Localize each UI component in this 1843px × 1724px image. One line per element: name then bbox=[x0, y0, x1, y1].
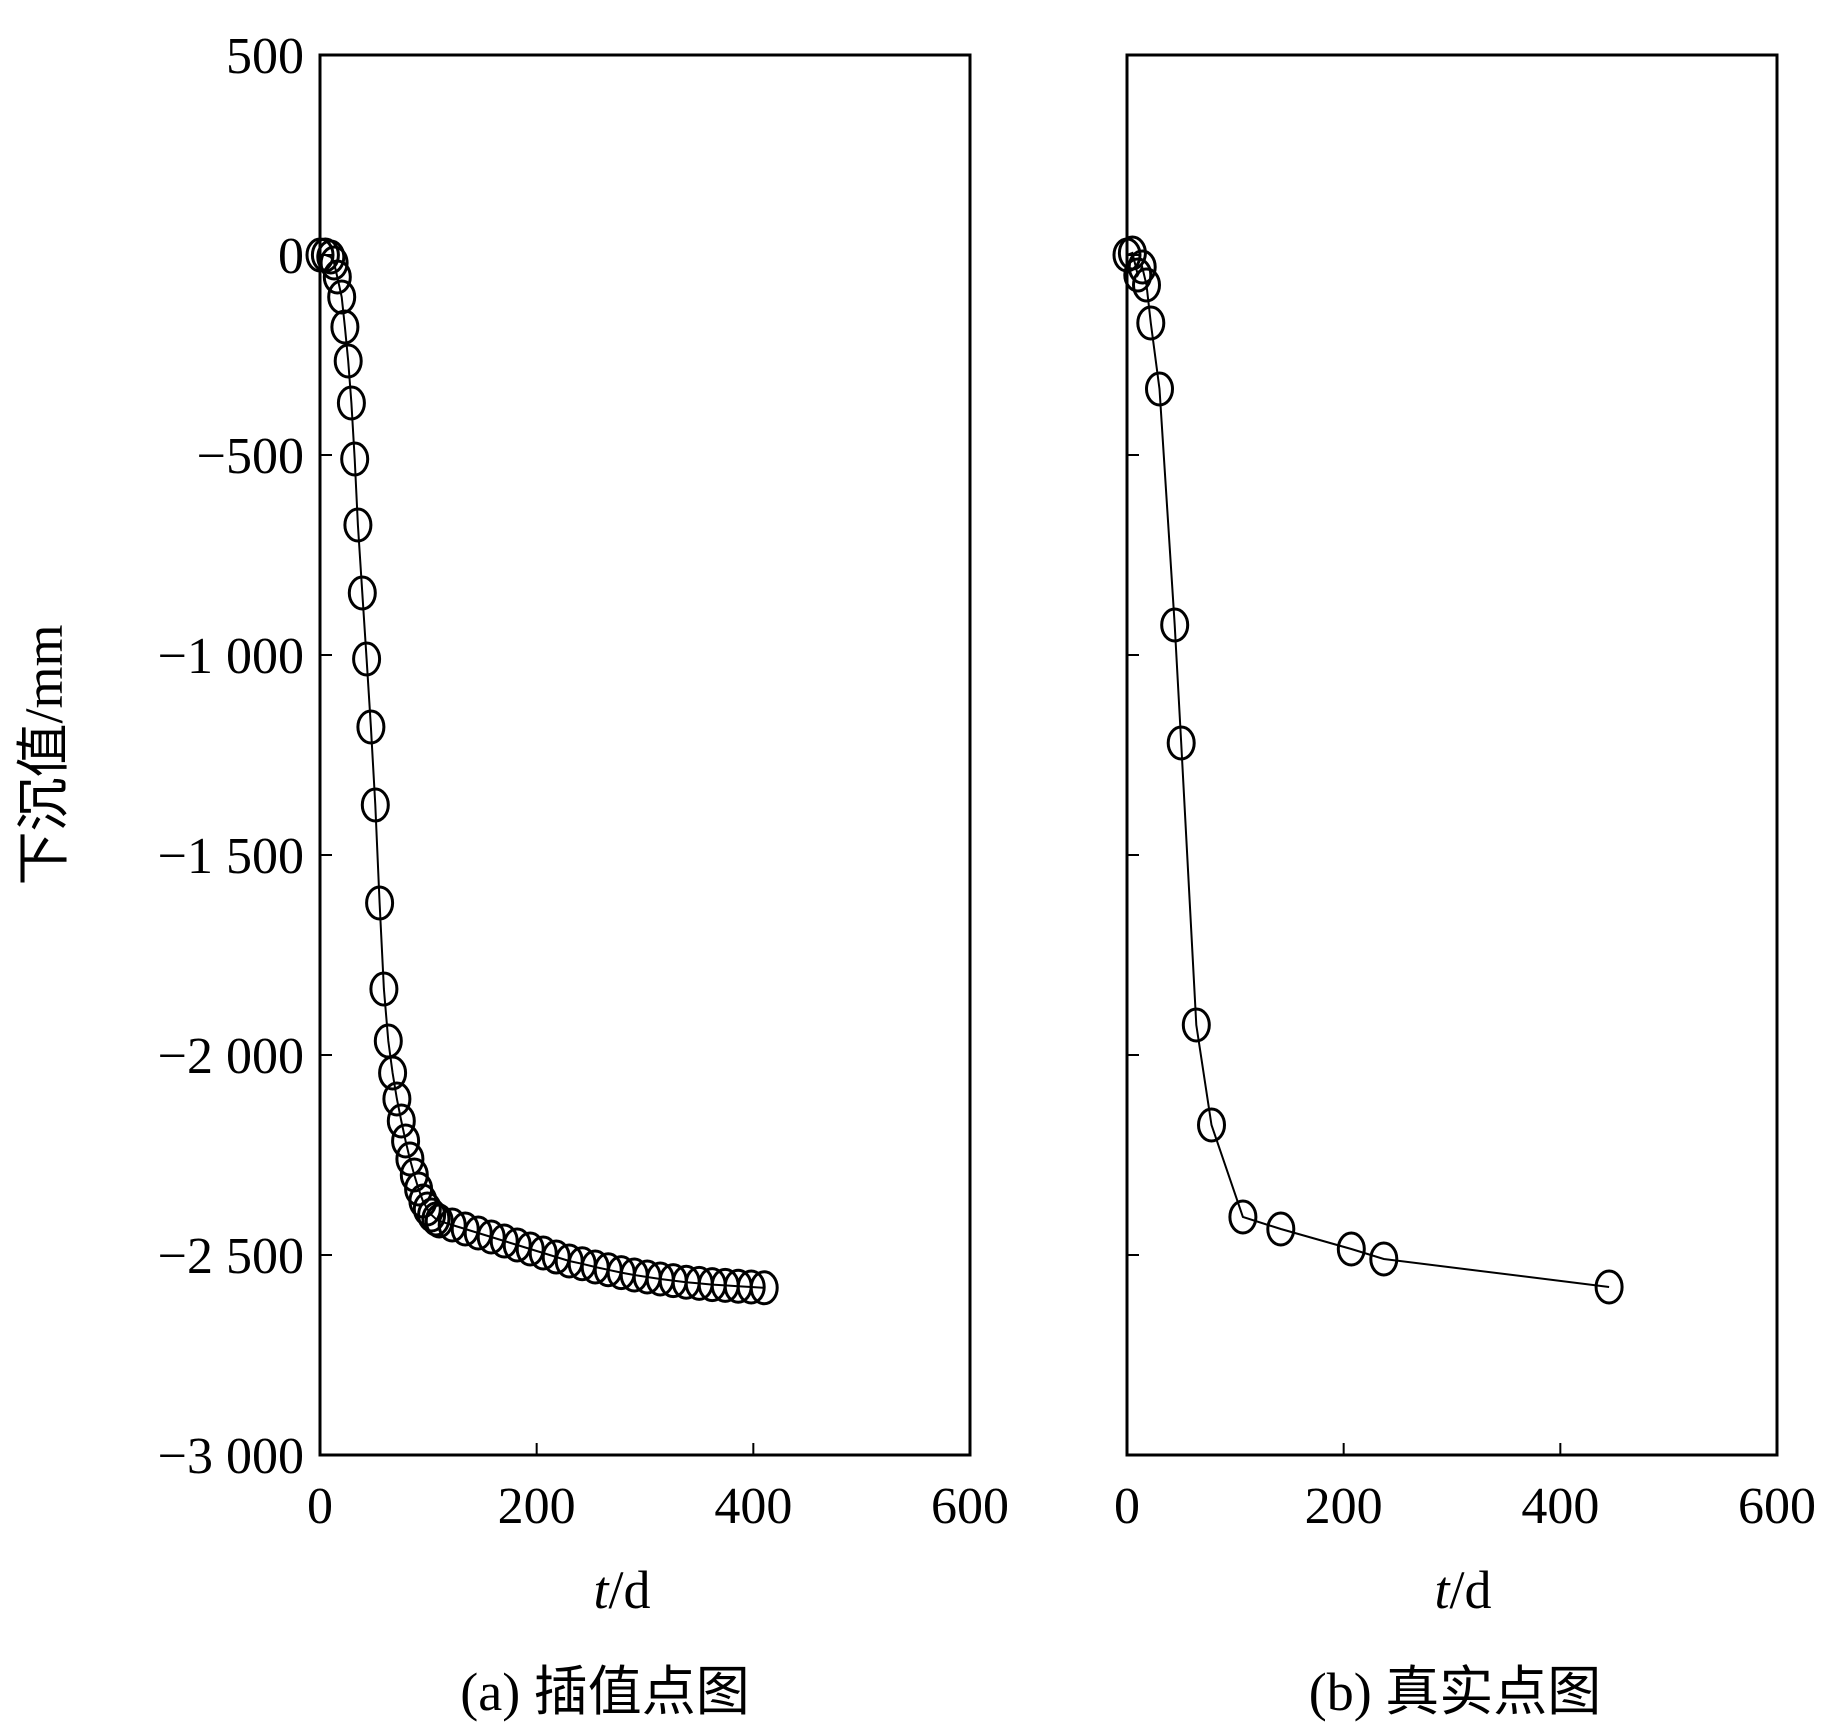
panel-a-interpolated: 下沉值/mm 500 0 −500 −1 000 −1 500 −2 000 −2 500 −… bbox=[14, 28, 1009, 1722]
data-point bbox=[1266, 1211, 1296, 1247]
data-point bbox=[316, 239, 346, 275]
data-point bbox=[369, 971, 399, 1007]
data-point bbox=[322, 259, 352, 295]
y-tick-label: −500 bbox=[197, 428, 304, 485]
data-point bbox=[356, 709, 386, 745]
data-point bbox=[1594, 1269, 1624, 1305]
tick-marks bbox=[1126, 54, 1778, 1456]
x-tick-label: 600 bbox=[931, 1478, 1009, 1535]
plot-frame bbox=[318, 53, 972, 1457]
data-point bbox=[1336, 1231, 1366, 1267]
data-point bbox=[333, 343, 363, 379]
x-axis-unit: /d bbox=[609, 1560, 651, 1620]
data-point bbox=[489, 1223, 519, 1259]
x-axis-unit: /d bbox=[1450, 1560, 1492, 1620]
y-tick-label: 0 bbox=[278, 228, 304, 285]
data-point bbox=[343, 507, 373, 543]
data-point bbox=[1197, 1107, 1226, 1143]
y-tick-label: 500 bbox=[226, 28, 304, 85]
data-point bbox=[736, 1269, 766, 1305]
y-tick-label: −1 500 bbox=[158, 828, 304, 885]
x-tick-label: 0 bbox=[307, 1478, 333, 1535]
data-point bbox=[365, 885, 395, 921]
data-point bbox=[1132, 267, 1161, 303]
data-point bbox=[382, 1081, 412, 1117]
data-point bbox=[424, 1203, 454, 1239]
data-point bbox=[1123, 257, 1153, 293]
x-tick-label: 200 bbox=[1305, 1478, 1383, 1535]
data-point bbox=[360, 787, 390, 823]
x-axis-label: t/d bbox=[1434, 1560, 1491, 1620]
data-point bbox=[1136, 305, 1166, 341]
x-tick-label: 600 bbox=[1738, 1478, 1816, 1535]
data-point bbox=[340, 441, 370, 477]
data-point bbox=[1181, 1007, 1211, 1043]
plot-frame bbox=[1125, 53, 1779, 1457]
data-point bbox=[528, 1235, 558, 1271]
y-tick-label: −1 000 bbox=[158, 628, 304, 685]
x-tick-labels: 0 200 400 600 bbox=[307, 1478, 1009, 1535]
x-tick-label: 400 bbox=[714, 1478, 792, 1535]
x-axis-variable: t bbox=[1434, 1560, 1451, 1620]
x-axis-label: t/d bbox=[593, 1560, 650, 1620]
data-point bbox=[463, 1215, 493, 1251]
data-point bbox=[391, 1123, 421, 1159]
data-point bbox=[347, 575, 377, 611]
x-tick-label: 400 bbox=[1521, 1478, 1599, 1535]
x-tick-labels: 0 200 400 600 bbox=[1114, 1478, 1816, 1535]
data-point bbox=[378, 1055, 408, 1091]
data-point bbox=[336, 385, 366, 421]
y-tick-label: −3 000 bbox=[158, 1428, 304, 1485]
x-tick-label: 200 bbox=[498, 1478, 576, 1535]
data-point bbox=[1369, 1241, 1399, 1277]
data-point bbox=[330, 309, 360, 345]
tick-marks bbox=[319, 54, 971, 1456]
data-point bbox=[417, 1197, 447, 1233]
panel-caption: (a) 插值点图 bbox=[460, 1662, 749, 1722]
x-axis-variable: t bbox=[593, 1560, 610, 1620]
data-point bbox=[1160, 607, 1190, 643]
x-tick-label: 0 bbox=[1114, 1478, 1140, 1535]
panel-caption: (b) 真实点图 bbox=[1309, 1662, 1601, 1722]
series-line bbox=[320, 254, 765, 1289]
panel-b-measured: 0 200 400 600 t/d (b) 真实点图 bbox=[1112, 53, 1816, 1722]
data-point bbox=[515, 1231, 545, 1267]
y-tick-label: −2 000 bbox=[158, 1028, 304, 1085]
data-point bbox=[450, 1211, 480, 1247]
data-point bbox=[352, 641, 382, 677]
data-point bbox=[502, 1227, 532, 1263]
data-point bbox=[476, 1219, 506, 1255]
y-tick-label: −2 500 bbox=[158, 1228, 304, 1285]
data-point bbox=[1166, 725, 1196, 761]
data-point bbox=[1127, 249, 1157, 285]
data-points bbox=[305, 237, 779, 1306]
data-point bbox=[1228, 1199, 1258, 1235]
data-point bbox=[749, 1270, 779, 1306]
data-point bbox=[437, 1207, 467, 1243]
data-point bbox=[1145, 371, 1174, 407]
y-axis-label: 下沉值/mm bbox=[14, 624, 74, 885]
data-point bbox=[386, 1103, 416, 1139]
y-tick-labels: 500 0 −500 −1 000 −1 500 −2 000 −2 500 −3 000 bbox=[158, 28, 304, 1485]
data-points bbox=[1112, 235, 1624, 1305]
